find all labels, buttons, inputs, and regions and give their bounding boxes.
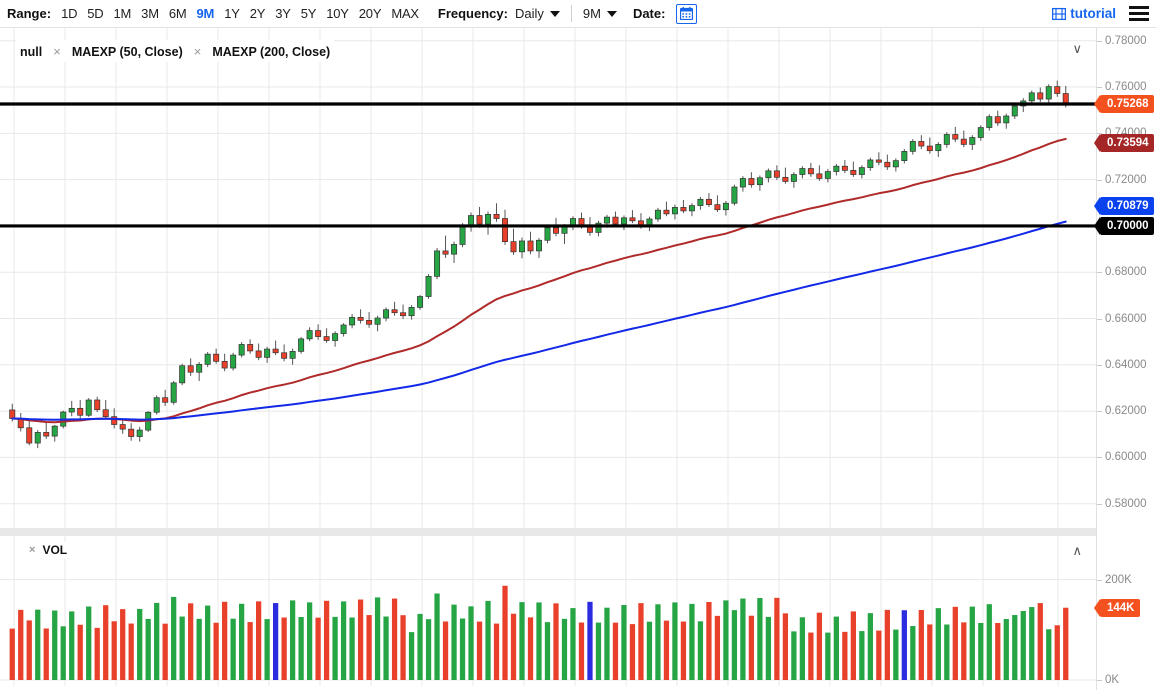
legend-item-2[interactable]: MAEXP (200, Close) xyxy=(212,44,331,59)
range-button-20y[interactable]: 20Y xyxy=(358,5,382,21)
price-tick-mark xyxy=(1097,457,1102,459)
range-button-1y[interactable]: 1Y xyxy=(224,5,240,21)
range-button-max[interactable]: MAX xyxy=(391,5,419,21)
volume-tick-label: 0K xyxy=(1105,674,1120,686)
frequency-label: Frequency: xyxy=(437,6,508,21)
chevron-down-icon xyxy=(549,10,560,17)
range-button-1m[interactable]: 1M xyxy=(113,5,132,21)
volume-legend-label: VOL xyxy=(42,543,68,557)
volume-tick-mark xyxy=(1097,680,1102,681)
range-button-2y[interactable]: 2Y xyxy=(249,5,266,21)
legend-item-1[interactable]: MAEXP (50, Close) xyxy=(71,44,183,59)
range-button-10y[interactable]: 10Y xyxy=(326,5,349,21)
price-tick-label: 0.68000 xyxy=(1105,266,1147,279)
range-label: Range: xyxy=(7,6,52,21)
volume-legend: × VOL xyxy=(24,542,71,558)
tutorial-label: tutorial xyxy=(1070,6,1116,21)
range-button-group: 1D 5D 1M 3M 6M 9M 1Y 2Y 3Y 5Y 10Y 20Y MAX xyxy=(56,0,424,28)
volume-chart-svg xyxy=(0,536,1096,686)
range-button-6m[interactable]: 6M xyxy=(168,5,187,21)
range-button-3y[interactable]: 3Y xyxy=(275,5,291,21)
ma200-price-tag-label: 0.70879 xyxy=(1107,199,1149,212)
price-tick-mark xyxy=(1097,318,1102,320)
last-volume-tag[interactable]: 144K xyxy=(1094,598,1140,617)
price-panel[interactable]: null × MAEXP (50, Close) × MAEXP (200, Close… xyxy=(0,28,1096,528)
legend-item-0[interactable]: null xyxy=(20,44,43,59)
film-icon xyxy=(1052,7,1067,21)
support-line-tag-label: 0.70000 xyxy=(1107,219,1149,232)
price-tick-label: 0.66000 xyxy=(1105,312,1147,325)
toolbar-right-group: tutorial xyxy=(1052,6,1156,21)
range-button-1d[interactable]: 1D xyxy=(61,5,78,21)
calendar-icon[interactable] xyxy=(676,3,698,24)
volume-panel[interactable]: × VOL ∧ xyxy=(0,536,1096,686)
chart-area: null × MAEXP (50, Close) × MAEXP (200, Close… xyxy=(0,28,1156,690)
last-volume-tag-label: 144K xyxy=(1107,601,1135,614)
frequency-value: Daily xyxy=(514,6,544,21)
range-button-5d[interactable]: 5D xyxy=(87,5,104,21)
span-value: 9M xyxy=(582,6,601,21)
range-button-3m[interactable]: 3M xyxy=(141,5,159,21)
price-panel-collapse-toggle[interactable]: ∨ xyxy=(1072,41,1082,56)
frequency-dropdown[interactable]: Daily xyxy=(513,6,562,21)
toolbar-divider xyxy=(570,5,572,22)
price-tick-label: 0.58000 xyxy=(1105,497,1147,510)
volume-tick-label: 200K xyxy=(1105,573,1132,586)
price-tick-mark xyxy=(1097,40,1102,42)
panel-divider xyxy=(0,528,1096,536)
ma200-price-tag[interactable]: 0.70879 xyxy=(1094,196,1154,215)
price-tick-mark xyxy=(1097,364,1102,366)
tutorial-button[interactable]: tutorial xyxy=(1052,6,1116,21)
legend-close-icon[interactable]: × xyxy=(53,43,61,59)
range-button-9m[interactable]: 9M xyxy=(196,5,215,21)
volume-tick-mark xyxy=(1097,579,1102,581)
price-tick-label: 0.60000 xyxy=(1105,451,1147,464)
legend-items: null × MAEXP (50, Close) × MAEXP (200, Close… xyxy=(16,44,334,59)
price-tick-mark xyxy=(1097,87,1102,89)
chevron-down-icon xyxy=(606,10,617,17)
price-tick-label: 0.62000 xyxy=(1105,405,1147,418)
top-toolbar: Range: 1D 5D 1M 3M 6M 9M 1Y 2Y 3Y 5Y 10Y 20Y MAX Fre… xyxy=(0,0,1156,28)
price-tick-label: 0.64000 xyxy=(1105,358,1147,371)
price-chart-svg xyxy=(0,28,1096,528)
ma50-price-tag[interactable]: 0.73594 xyxy=(1094,133,1154,152)
last-price-tag-label: 0.75268 xyxy=(1107,97,1149,110)
hamburger-menu-icon[interactable] xyxy=(1129,6,1149,21)
price-tick-mark xyxy=(1097,411,1102,413)
price-legend: null × MAEXP (50, Close) × MAEXP (200, Close… xyxy=(16,40,335,62)
price-tick-mark xyxy=(1097,503,1102,505)
volume-close-icon[interactable]: × xyxy=(29,544,36,556)
date-label: Date: xyxy=(632,6,666,21)
support-line-tag[interactable]: 0.70000 xyxy=(1094,216,1154,235)
price-tick-mark xyxy=(1097,272,1102,274)
price-tick-label: 0.76000 xyxy=(1105,81,1147,94)
price-axis[interactable]: 0.780000.760000.740000.720000.700000.680… xyxy=(1094,28,1156,690)
range-button-5y[interactable]: 5Y xyxy=(300,5,317,21)
legend-close-icon[interactable]: × xyxy=(193,43,202,59)
ma50-price-tag-label: 0.73594 xyxy=(1107,136,1149,149)
span-dropdown[interactable]: 9M xyxy=(581,6,619,21)
price-tick-label: 0.72000 xyxy=(1105,173,1147,186)
price-tick-mark xyxy=(1097,179,1102,181)
volume-panel-collapse-toggle[interactable]: ∧ xyxy=(1072,543,1082,558)
last-price-tag[interactable]: 0.75268 xyxy=(1094,94,1154,113)
price-tick-label: 0.78000 xyxy=(1105,34,1147,47)
